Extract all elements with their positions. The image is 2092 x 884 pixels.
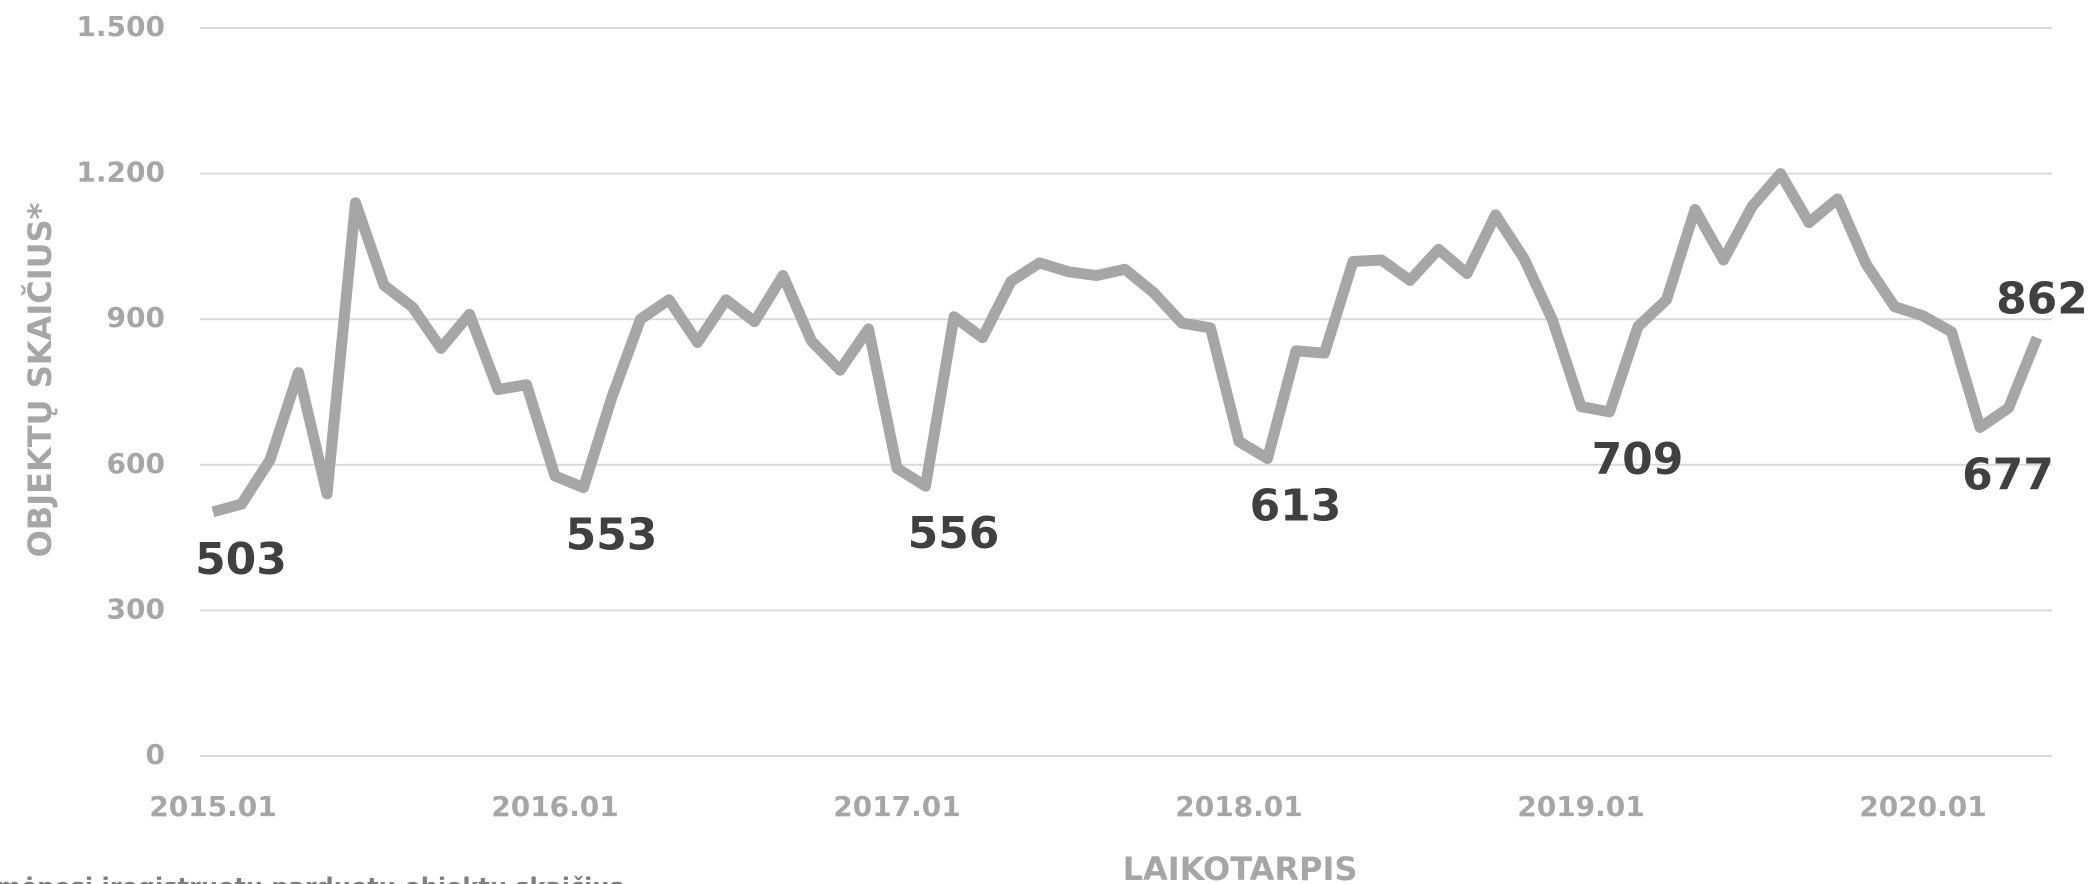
y-tick-label: 600 (107, 447, 165, 480)
y-tick-label: 300 (107, 592, 165, 625)
data-label: 553 (566, 510, 658, 561)
x-tick-label: 2019.01 (1517, 790, 1645, 823)
y-tick-label: 0 (146, 738, 165, 771)
data-label: 709 (1592, 434, 1684, 485)
x-axis-title: LAIKOTARPIS (1123, 850, 1358, 884)
x-tick-label: 2016.01 (491, 790, 619, 823)
y-tick-label: 900 (107, 301, 165, 334)
x-tick-label: 2018.01 (1175, 790, 1303, 823)
data-label: 503 (195, 534, 287, 585)
y-axis-title: OBJEKTŲ SKAIČIUS* (20, 202, 59, 557)
data-label: 613 (1250, 480, 1342, 531)
y-tick-label: 1.200 (76, 156, 165, 189)
data-line (211, 168, 2043, 518)
x-tick-label: 2020.01 (1859, 790, 1987, 823)
footnote: mėnesį įregistruotų parduotų objektų ska… (0, 873, 624, 884)
y-tick-label: 1.500 (76, 10, 165, 43)
data-label: 556 (908, 508, 1000, 559)
data-label: 677 (1962, 449, 2054, 500)
data-label: 862 (1996, 274, 2088, 325)
x-tick-label: 2015.01 (149, 790, 277, 823)
x-tick-label: 2017.01 (833, 790, 961, 823)
